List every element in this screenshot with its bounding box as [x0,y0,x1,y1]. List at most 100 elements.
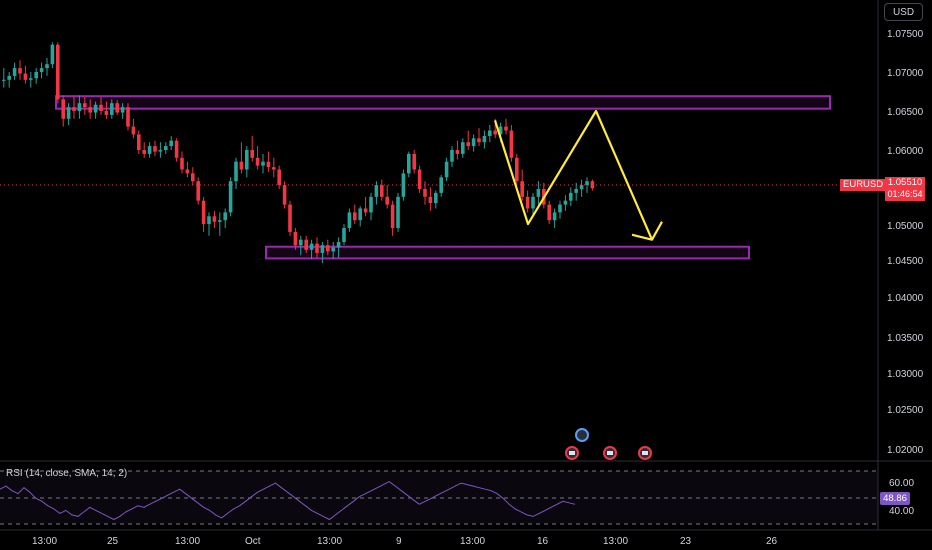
candle-body [423,189,427,197]
candle-body [380,185,384,197]
candle-body [277,169,281,186]
candle-body [498,126,503,135]
projection-path [493,109,654,241]
candle-body [569,192,573,201]
candle-body [299,239,303,246]
candle-body [50,44,55,65]
candle-body [450,150,454,162]
candle-body [579,185,584,189]
candle-body [212,216,217,222]
candle-body [326,245,330,252]
candle-body [115,103,119,113]
candle-body [137,134,141,150]
candle-body [293,231,298,246]
candle-body [12,68,17,76]
price-tick: 1.03000 [887,369,924,380]
rsi-value-badge: 48.86 [880,492,910,505]
candle-body [83,103,87,108]
candle-body [563,200,568,205]
rsi-layer [0,481,576,521]
currency-button[interactable]: USD [884,3,923,21]
price-tick: 1.06500 [887,107,924,118]
last-price-label: EURUSD 1.05510 01:46:54 [840,177,932,201]
economic-event-icon[interactable] [575,428,589,442]
candle-body [66,107,71,119]
candle-body [353,212,357,221]
candle-body [315,243,319,253]
candle-body [288,204,292,232]
candle-body [504,126,508,131]
candle-body [590,181,595,189]
candle-body [336,242,341,248]
candle-body [417,169,422,189]
price-tick: 1.06000 [887,146,924,157]
candle-body [385,196,389,205]
candle-body [245,150,249,170]
candle-body [585,181,589,186]
economic-event-flag-icon[interactable] [603,446,617,460]
candle-body [401,173,406,197]
candle-body [342,228,346,243]
candle-body [520,181,524,197]
time-tick: 13:00 [317,536,342,547]
time-tick: 23 [680,536,692,547]
candle-body [142,150,146,154]
candle-body [482,135,487,143]
candle-body [466,142,470,147]
bar-countdown: 01:46:54 [887,189,923,199]
candle-body [455,150,460,154]
price-tick: 1.07000 [887,68,924,79]
projection-layer [493,109,663,241]
candle-body [374,185,379,197]
candle-body [304,239,308,250]
economic-event-flag-icon[interactable] [565,446,579,460]
candle-body [412,153,416,170]
rsi-indicator-label[interactable]: RSI (14, close, SMA, 14, 2) [6,468,128,479]
candle-body [2,79,6,81]
candle-body [255,157,260,166]
candle-body [574,189,578,193]
candle-body [396,196,400,228]
candle-body [56,44,60,100]
candle-body [61,99,65,119]
rsi-tick: 40.00 [889,506,914,517]
candle-body [461,142,465,154]
candle-body [239,161,244,170]
candle-body [164,146,168,150]
candle-body [266,161,271,168]
time-tick: 16 [537,536,549,547]
support-resistance-zone [55,95,831,110]
zones-layer [55,95,831,260]
candle-body [147,146,152,154]
candle-body [477,138,481,143]
last-price-box: 1.05510 01:46:54 [885,177,925,201]
candle-body [493,130,497,135]
candle-body [201,200,206,225]
us-flag-icon [569,451,575,455]
time-tick: 13:00 [175,536,200,547]
candle-body [223,212,227,221]
projection-arrowhead [631,221,663,241]
time-tick: Oct [245,536,261,547]
economic-event-flag-icon[interactable] [638,446,652,460]
price-tick: 1.03500 [887,333,924,344]
candle-body [439,177,443,193]
candle-body [207,216,211,225]
price-tick: 1.04500 [887,256,924,267]
candle-body [272,167,276,170]
candle-body [250,150,254,158]
candle-body [7,75,11,80]
candle-body [110,103,114,115]
candle-body [88,107,92,113]
candle-body [558,204,562,213]
candle-body [18,68,22,74]
candle-body [99,104,103,111]
candle-body [428,196,433,204]
candle-body [347,212,352,228]
candle-body [434,192,438,204]
candle-body [509,130,514,158]
rsi-line [0,481,576,521]
candle-body [23,73,28,80]
